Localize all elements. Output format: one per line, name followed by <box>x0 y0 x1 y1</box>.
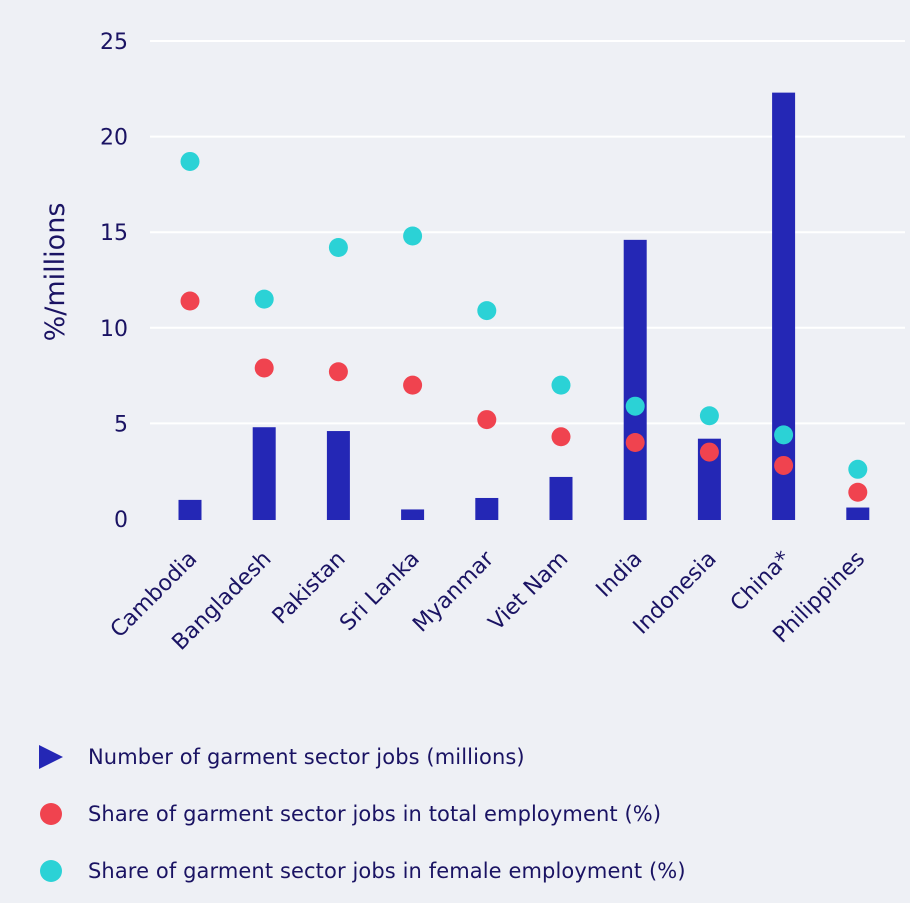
x-tick-label: India <box>592 547 648 603</box>
female-share-dot-viet-nam <box>551 375 571 395</box>
female-share-dot-indonesia <box>699 406 719 426</box>
female-share-dot-philippines <box>848 459 868 479</box>
chart-svg: 0 5 10 15 20 25 %/millions CambodiaBangladesh… <box>40 30 905 656</box>
x-tick-label: Viet Nam <box>484 547 573 636</box>
legend: Number of garment sector jobs (millions)… <box>38 728 888 899</box>
legend-label-female-share: Share of garment sector jobs in female e… <box>88 858 686 883</box>
female-share-dot-china <box>774 425 794 445</box>
female-share-dot-cambodia <box>180 151 200 171</box>
bar-philippines <box>846 507 870 520</box>
teal-dot-marker-icon <box>40 859 62 882</box>
legend-label-total-share: Share of garment sector jobs in total em… <box>88 801 662 826</box>
x-tick-label: China* <box>726 547 796 617</box>
female-share-dot-bangladesh <box>254 289 274 309</box>
total-share-dot-india <box>625 433 645 453</box>
bar-pakistan <box>326 431 350 520</box>
total-share-dot-cambodia <box>180 291 200 311</box>
y-tick-label: 25 <box>100 30 128 55</box>
total-share-dot-philippines <box>848 482 868 502</box>
bar-sri-lanka <box>401 509 425 520</box>
total-share-dot-myanmar <box>477 410 497 430</box>
total-share-dot-china <box>774 455 794 475</box>
female-share-dot-myanmar <box>477 301 497 321</box>
bar-bangladesh <box>252 427 276 520</box>
legend-item-total-share: Share of garment sector jobs in total em… <box>38 785 888 842</box>
total-share-dot-viet-nam <box>551 427 571 447</box>
female-share-dot-india <box>625 396 645 416</box>
bar-india <box>623 239 647 520</box>
dot-series <box>180 151 868 502</box>
x-tick-label: Myanmar <box>408 546 499 637</box>
bar-cambodia <box>178 499 202 520</box>
bar-series <box>178 92 870 521</box>
legend-item-female-share: Share of garment sector jobs in female e… <box>38 842 888 899</box>
total-share-dot-indonesia <box>699 442 719 462</box>
y-axis-label: %/millions <box>40 203 71 342</box>
bar-china <box>772 92 796 521</box>
triangle-marker-icon <box>38 744 64 770</box>
legend-item-jobs: Number of garment sector jobs (millions) <box>38 728 888 785</box>
female-share-dot-pakistan <box>328 237 348 257</box>
bar-viet-nam <box>549 476 573 520</box>
y-tick-labels: 0 5 10 15 20 25 <box>100 30 128 533</box>
total-share-dot-sri-lanka <box>403 375 423 395</box>
y-tick-label: 10 <box>100 317 128 342</box>
y-tick-label: 0 <box>114 508 128 533</box>
female-share-dot-sri-lanka <box>403 226 423 246</box>
y-tick-label: 5 <box>114 412 128 437</box>
total-share-dot-pakistan <box>328 362 348 382</box>
y-tick-label: 15 <box>100 221 128 246</box>
red-dot-marker-icon <box>40 802 62 825</box>
bar-myanmar <box>475 497 499 520</box>
y-tick-label: 20 <box>100 126 128 151</box>
legend-label-jobs: Number of garment sector jobs (millions) <box>88 744 525 769</box>
total-share-dot-bangladesh <box>254 358 274 378</box>
